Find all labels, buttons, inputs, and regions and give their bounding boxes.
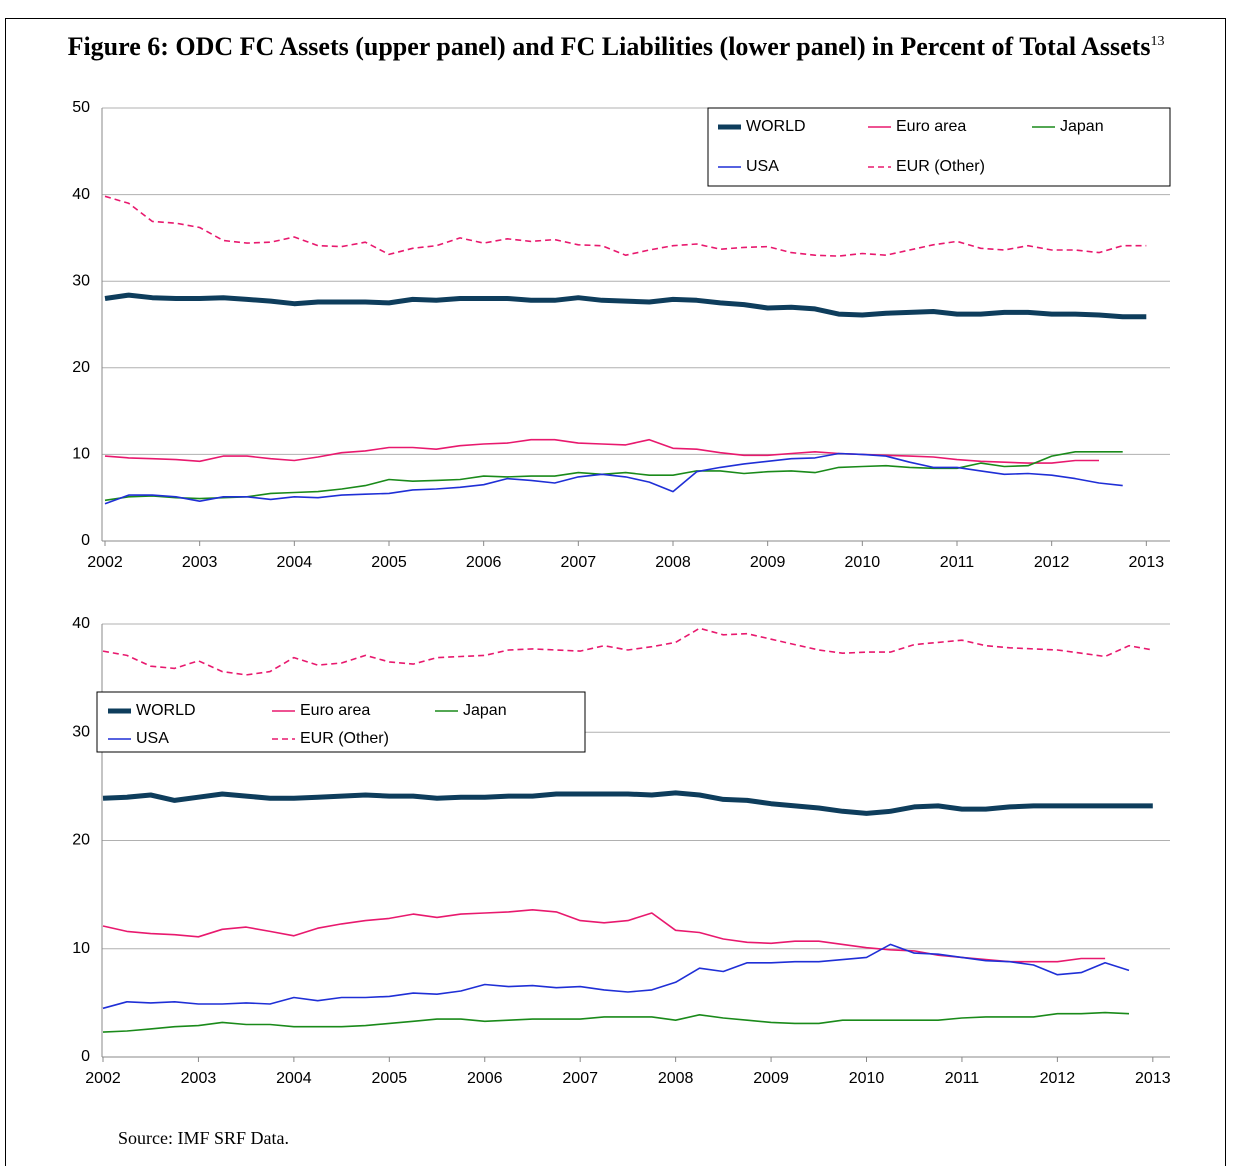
legend-label: WORLD [136, 702, 196, 719]
y-tick-label: 40 [72, 186, 90, 203]
legend: WORLD Euro area Japan USA EUR (Other) [96, 691, 586, 753]
x-tick-label: 2004 [277, 554, 313, 571]
frame [5, 18, 1226, 1166]
x-tick-label: 2005 [372, 1070, 408, 1087]
series-line [104, 292, 1147, 320]
legend-label: Japan [463, 702, 507, 719]
series-line [102, 627, 1153, 676]
legend-label: Euro area [300, 702, 370, 719]
x-tick-label: 2005 [371, 554, 407, 571]
series-line [102, 1011, 1130, 1033]
x-tick-label: 2009 [753, 1070, 789, 1087]
x-tick-label: 2010 [849, 1070, 885, 1087]
x-tick-label: 2008 [658, 1070, 694, 1087]
y-tick-label: 20 [72, 359, 90, 376]
x-tick-label: 2010 [845, 554, 881, 571]
x-tick-label: 2011 [945, 1070, 980, 1087]
series-line [104, 438, 1099, 464]
y-tick-label: 20 [72, 832, 90, 849]
legend: WORLD Euro area Japan USA EUR (Other) [707, 107, 1171, 187]
legend-label: Japan [1060, 118, 1104, 135]
y-tick-label: 10 [72, 940, 90, 957]
x-tick-label: 2007 [561, 554, 597, 571]
x-tick-label: 2012 [1040, 1070, 1076, 1087]
x-tick-label: 2011 [940, 554, 975, 571]
source-note: Source: IMF SRF Data. [118, 1128, 289, 1148]
y-tick-label: 30 [72, 272, 90, 289]
x-tick-label: 2006 [466, 554, 502, 571]
y-tick-label: 10 [72, 446, 90, 463]
series-line [104, 452, 1123, 505]
legend-label: EUR (Other) [300, 730, 389, 747]
y-tick-label: 50 [72, 99, 90, 116]
legend-box [96, 691, 586, 753]
footnote-mark: 13 [1150, 34, 1165, 49]
legend-label: WORLD [746, 118, 806, 135]
legend-label: USA [136, 730, 169, 747]
x-tick-label: 2007 [562, 1070, 598, 1087]
x-tick-label: 2006 [467, 1070, 503, 1087]
legend-box [707, 107, 1171, 187]
legend-label: USA [746, 158, 779, 175]
series-line [102, 943, 1130, 1010]
x-tick-label: 2013 [1135, 1070, 1171, 1087]
legend-label: Euro area [896, 118, 966, 135]
y-tick-label: 0 [81, 1048, 90, 1065]
x-tick-label: 2013 [1129, 554, 1165, 571]
y-tick-label: 0 [81, 532, 90, 549]
series-line [102, 908, 1106, 963]
x-tick-label: 2008 [655, 554, 691, 571]
x-tick-label: 2003 [181, 1070, 217, 1087]
series-line [104, 450, 1123, 502]
series-line [102, 790, 1153, 816]
legend-label: EUR (Other) [896, 158, 985, 175]
series-line [104, 195, 1147, 257]
x-tick-label: 2002 [87, 554, 123, 571]
x-tick-label: 2009 [750, 554, 786, 571]
x-tick-label: 2012 [1034, 554, 1070, 571]
title-text: Figure 6: ODC FC Assets (upper panel) an… [67, 32, 1151, 61]
y-tick-label: 40 [72, 615, 90, 632]
y-tick-label: 30 [72, 723, 90, 740]
x-tick-label: 2004 [276, 1070, 312, 1087]
x-tick-label: 2003 [182, 554, 218, 571]
figure-title: Figure 6: ODC FC Assets (upper panel) an… [16, 26, 1216, 63]
x-tick-label: 2002 [85, 1070, 121, 1087]
